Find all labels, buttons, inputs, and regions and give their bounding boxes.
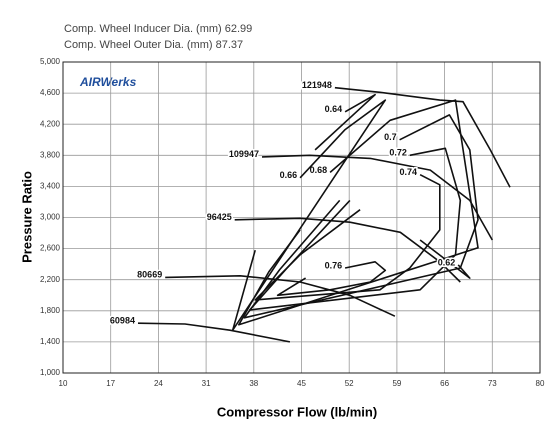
y-tick-label: 3,400 xyxy=(40,182,61,191)
y-tick-label: 5,000 xyxy=(40,57,61,66)
curve-label: 0.7 xyxy=(384,132,397,142)
y-tick-label: 3,000 xyxy=(40,213,61,222)
curve xyxy=(231,99,387,332)
header-line: Comp. Wheel Inducer Dia. (mm) 62.99 xyxy=(64,23,252,35)
curve-label: 0.72 xyxy=(389,148,407,158)
x-tick-label: 38 xyxy=(249,379,258,388)
curve-label: 80669 xyxy=(137,270,162,280)
curve-label: 0.66 xyxy=(280,170,298,180)
y-tick-label: 4,600 xyxy=(40,88,61,97)
curve-label: 0.62 xyxy=(438,257,456,267)
y-tick-label: 1,800 xyxy=(40,306,61,315)
curve-label: 0.64 xyxy=(325,104,343,114)
header-line: Comp. Wheel Outer Dia. (mm) 87.37 xyxy=(64,39,243,51)
y-axis-label: Pressure Ratio xyxy=(19,171,34,263)
curve xyxy=(234,217,461,283)
x-tick-label: 24 xyxy=(154,379,163,388)
x-tick-label: 66 xyxy=(440,379,449,388)
curve xyxy=(254,173,441,301)
curve-label: 96425 xyxy=(207,212,232,222)
logo: AIRWerks xyxy=(79,75,137,89)
y-tick-label: 1,000 xyxy=(40,368,61,377)
y-tick-label: 2,200 xyxy=(40,275,61,284)
curve-label: 109947 xyxy=(229,149,259,159)
curve-label: 121948 xyxy=(302,80,332,90)
plot-frame xyxy=(62,61,541,374)
x-tick-label: 31 xyxy=(202,379,211,388)
x-tick-label: 59 xyxy=(392,379,401,388)
y-tick-label: 2,600 xyxy=(40,244,61,253)
curve-label: 60984 xyxy=(110,316,135,326)
curve-label: 0.74 xyxy=(400,167,418,177)
x-tick-label: 73 xyxy=(488,379,497,388)
x-tick-label: 10 xyxy=(59,379,68,388)
x-tick-label: 80 xyxy=(536,379,545,388)
y-tick-label: 1,400 xyxy=(40,337,61,346)
x-tick-label: 45 xyxy=(297,379,306,388)
y-tick-label: 3,800 xyxy=(40,150,61,159)
x-axis-label: Compressor Flow (lb/min) xyxy=(217,404,377,419)
curve xyxy=(243,114,479,319)
curve xyxy=(261,154,493,241)
curve xyxy=(137,322,291,343)
y-tick-label: 4,200 xyxy=(40,119,61,128)
curve xyxy=(248,147,462,311)
x-tick-label: 17 xyxy=(106,379,115,388)
curve xyxy=(419,239,471,279)
curve-label: 0.76 xyxy=(325,260,343,270)
curve-label: 0.68 xyxy=(310,165,328,175)
curve xyxy=(314,93,376,151)
x-tick-label: 52 xyxy=(345,379,354,388)
curve xyxy=(238,99,479,326)
